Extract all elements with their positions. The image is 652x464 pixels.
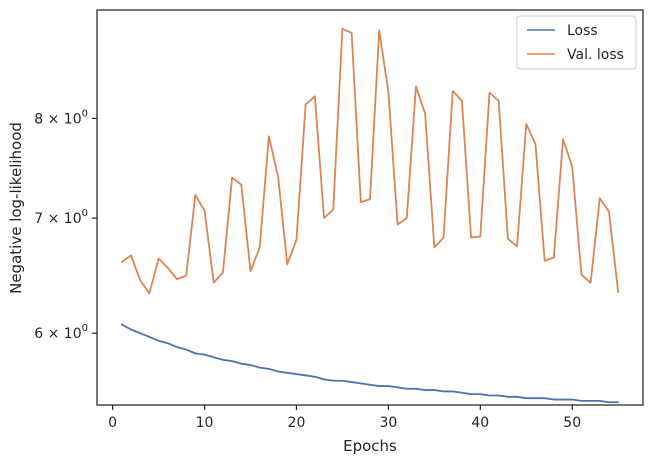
legend-label-loss: Loss: [567, 23, 598, 39]
x-tick-label: 20: [288, 415, 306, 431]
x-axis-ticks: 0 10 20 30 40 50: [108, 405, 581, 431]
x-tick-label: 40: [471, 415, 489, 431]
x-axis-label: Epochs: [343, 437, 397, 455]
plot-frame: [96, 9, 644, 406]
series-line-val-loss: [120, 27, 620, 295]
y-tick-label: 7 × 100: [34, 208, 88, 227]
x-tick-label: 10: [196, 415, 214, 431]
y-tick-label: 8 × 100: [34, 108, 88, 127]
x-tick-label: 50: [563, 415, 581, 431]
legend-label-val-loss: Val. loss: [567, 47, 624, 63]
x-tick-label: 0: [108, 415, 117, 431]
series-layer: [120, 27, 620, 404]
y-axis-label: Negative log-likelihood: [7, 122, 25, 294]
y-tick-label: 6 × 100: [34, 323, 88, 342]
legend: Loss Val. loss: [516, 15, 637, 70]
y-axis-ticks: 6 × 100 7 × 100 8 × 100: [34, 108, 97, 342]
series-line-loss: [120, 323, 620, 404]
x-tick-label: 30: [379, 415, 397, 431]
